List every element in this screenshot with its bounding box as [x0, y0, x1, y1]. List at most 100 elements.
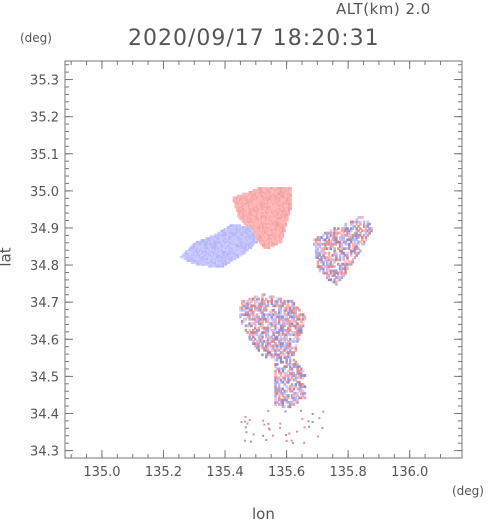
echo-cell [268, 295, 272, 299]
echo-cell [254, 207, 257, 211]
echo-cell [298, 331, 301, 334]
y-tick-label: 35.2 [30, 111, 59, 126]
echo-cell [200, 246, 203, 249]
echo-cell [283, 209, 286, 212]
echo-cell [257, 226, 260, 229]
echo-cell [206, 242, 209, 246]
echo-cell [192, 244, 195, 248]
echo-cell [260, 231, 263, 235]
echo-cell [278, 392, 281, 395]
echo-cell [320, 260, 323, 264]
echo-cell [303, 315, 307, 319]
echo-cell [263, 237, 266, 240]
echo-cell [279, 311, 283, 314]
echo-cell [296, 380, 299, 384]
echo-cell [285, 215, 288, 218]
echo-cell [200, 244, 203, 248]
echo-cell [298, 328, 301, 332]
echo-cell [271, 192, 274, 196]
echo-cell [203, 248, 206, 251]
echo-cell [238, 250, 241, 253]
echo-cell [355, 253, 358, 257]
echo-cell [217, 231, 220, 235]
echo-cell [255, 222, 258, 225]
echo-cell [294, 313, 297, 317]
echo-cell [322, 249, 325, 253]
echo-cell [269, 231, 272, 235]
echo-cell [274, 351, 277, 354]
echo-cell [269, 228, 272, 231]
echo-cell [265, 202, 268, 205]
echo-cell [271, 213, 274, 216]
echo-cell [281, 367, 285, 371]
echo-cell [337, 274, 340, 277]
echo-cell [238, 216, 241, 220]
echo-cell [287, 322, 290, 325]
echo-cell [209, 240, 212, 244]
echo-cell [235, 207, 238, 211]
echo-cell [279, 299, 283, 303]
echo-cell [282, 228, 285, 231]
echo-cell [283, 374, 286, 377]
echo-cell [333, 249, 336, 253]
echo-cell [292, 378, 296, 382]
echo-cell [255, 215, 258, 218]
echo-cell [340, 249, 344, 253]
echo-cell [254, 317, 257, 321]
echo-cell [263, 331, 266, 334]
echo-cell [274, 207, 277, 211]
x-axis-unit: (deg) [452, 484, 484, 498]
x-tick-label: 135.8 [330, 465, 367, 480]
echo-cell [232, 196, 235, 199]
echo-cell [340, 247, 344, 251]
echo-cell [322, 238, 325, 242]
echo-cell [201, 259, 204, 262]
echo-cell [262, 434, 265, 437]
echo-cell [232, 228, 235, 231]
echo-cell [249, 205, 252, 209]
timestamp-title: 2020/09/17 18:20:31 [128, 26, 380, 51]
echo-cell [333, 233, 336, 237]
echo-cell [285, 328, 288, 332]
echo-cell [198, 246, 201, 249]
echo-cell [280, 215, 283, 218]
echo-cell [277, 192, 280, 196]
echo-cell [214, 240, 217, 244]
echo-cell [214, 255, 217, 259]
echo-cell [269, 189, 272, 192]
echo-cell [342, 240, 345, 244]
echo-cell [275, 189, 278, 192]
echo-cell [238, 228, 241, 231]
echo-cell [232, 235, 235, 238]
echo-cell [281, 333, 285, 337]
echo-cell [252, 229, 255, 233]
echo-cell [254, 202, 257, 205]
echo-cell [265, 308, 268, 312]
echo-cell [260, 220, 263, 223]
echo-cell [192, 253, 195, 257]
echo-cell [270, 337, 273, 341]
echo-cell [209, 235, 212, 238]
echo-cell [274, 337, 277, 341]
echo-cell [201, 263, 204, 266]
echo-cell [265, 344, 268, 348]
echo-cell [282, 216, 285, 220]
echo-cell [266, 231, 269, 235]
echo-cell [257, 322, 261, 325]
echo-cell [201, 244, 204, 248]
echo-cell [283, 228, 286, 231]
echo-cell [249, 244, 252, 248]
echo-cell [228, 253, 231, 257]
echo-cell [231, 250, 234, 253]
echo-cell [357, 247, 360, 251]
echo-cell [286, 194, 289, 198]
echo-cell [265, 194, 268, 198]
echo-cell [344, 265, 347, 268]
echo-cell [269, 198, 272, 201]
echo-cell [287, 299, 290, 303]
echo-cell [278, 297, 281, 301]
echo-cell [220, 261, 223, 264]
echo-cell [237, 211, 240, 214]
echo-cell [302, 324, 305, 328]
echo-cell [285, 322, 288, 325]
